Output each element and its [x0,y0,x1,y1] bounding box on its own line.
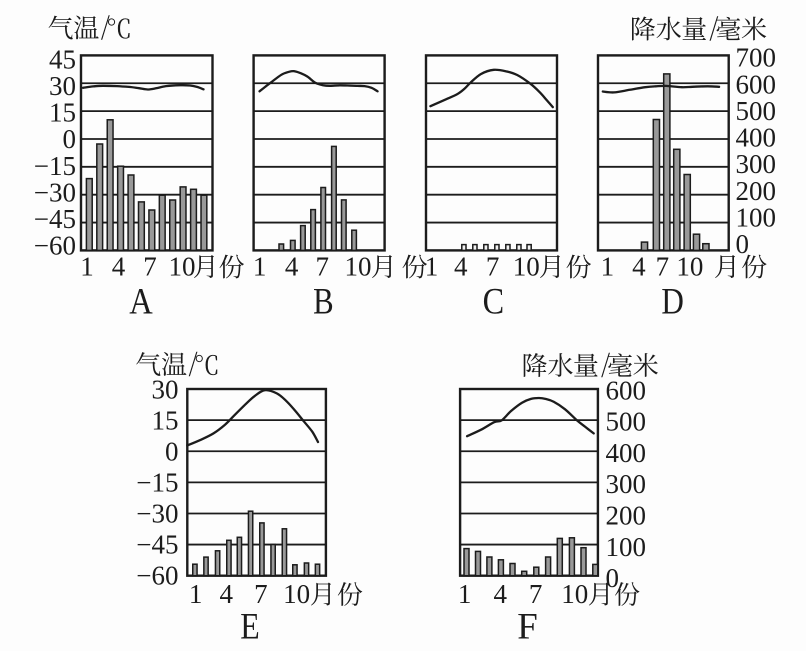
svg-text:7: 7 [143,252,157,282]
svg-text:600: 600 [736,69,777,99]
svg-text:1: 1 [601,252,615,282]
svg-text:A: A [129,282,153,323]
svg-text:400: 400 [736,123,777,153]
svg-text:1: 1 [253,252,267,282]
svg-text:200: 200 [736,176,777,206]
svg-text:4: 4 [285,252,299,282]
svg-text:400: 400 [606,438,647,468]
svg-text:100: 100 [736,203,777,233]
svg-text:1: 1 [80,252,94,282]
svg-text:100: 100 [606,532,647,562]
svg-text:4: 4 [112,252,126,282]
svg-text:0: 0 [165,437,179,467]
svg-text:7: 7 [254,579,268,609]
svg-text:7: 7 [529,579,543,609]
svg-text:1: 1 [458,579,472,609]
svg-text:−45: −45 [34,204,76,234]
svg-text:10: 10 [513,252,540,282]
svg-text:−30: −30 [34,177,76,207]
svg-text:10: 10 [345,252,372,282]
svg-text:300: 300 [606,469,647,499]
svg-text:10: 10 [169,252,196,282]
svg-text:4: 4 [454,252,468,282]
svg-text:1: 1 [189,579,203,609]
svg-text:500: 500 [606,407,647,437]
svg-text:D: D [661,282,684,323]
svg-text:7: 7 [315,252,329,282]
svg-text:F: F [517,607,538,648]
svg-text:4: 4 [220,579,234,609]
svg-text:700: 700 [736,43,777,73]
svg-text:10: 10 [676,252,703,282]
svg-text:10: 10 [283,579,310,609]
svg-text:−60: −60 [34,231,76,261]
svg-text:B: B [313,282,334,323]
svg-text:10: 10 [561,579,588,609]
svg-text:200: 200 [606,501,647,531]
svg-text:−60: −60 [136,561,178,591]
svg-text:0: 0 [63,124,77,154]
svg-text:600: 600 [606,375,647,405]
svg-text:−45: −45 [136,530,178,560]
svg-text:30: 30 [49,71,76,101]
svg-text:C: C [483,282,505,323]
svg-text:0: 0 [736,229,750,259]
svg-text:−15: −15 [34,151,76,181]
svg-text:15: 15 [49,98,76,128]
svg-text:−30: −30 [136,499,178,529]
svg-text:500: 500 [736,96,777,126]
svg-text:0: 0 [606,563,620,593]
svg-text:7: 7 [656,252,670,282]
svg-text:4: 4 [632,252,646,282]
svg-text:1: 1 [425,252,439,282]
svg-text:4: 4 [493,579,507,609]
svg-text:45: 45 [49,44,76,74]
svg-text:300: 300 [736,149,777,179]
svg-text:E: E [240,607,260,648]
svg-text:15: 15 [152,406,179,436]
svg-text:30: 30 [152,375,179,405]
svg-text:−15: −15 [136,468,178,498]
svg-text:7: 7 [486,252,500,282]
